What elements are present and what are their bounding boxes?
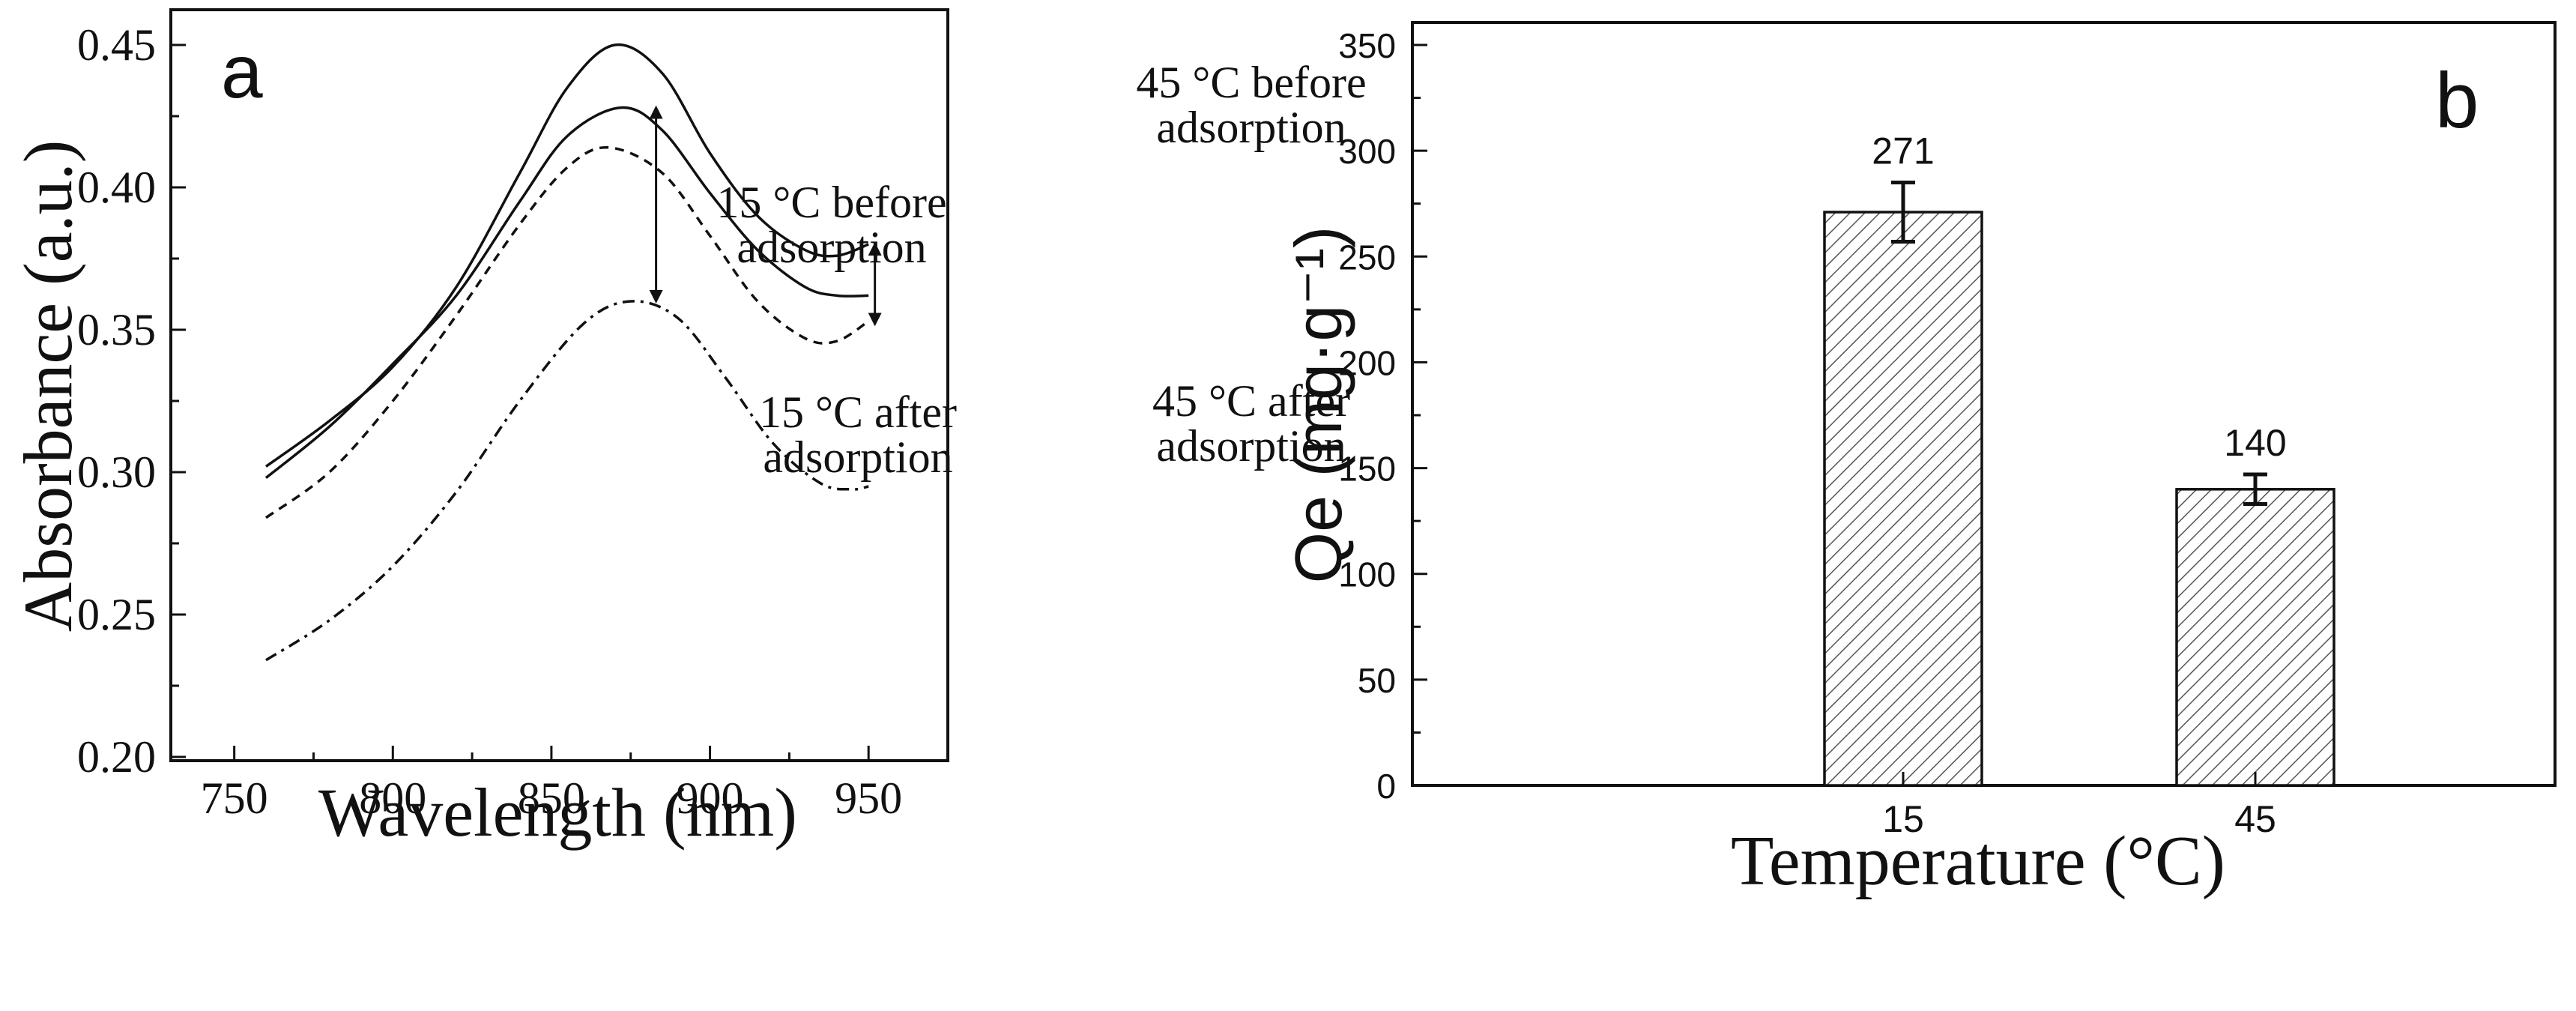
a-y-tick-label: 0.25	[77, 590, 156, 639]
panel-b-label: b	[2435, 57, 2479, 145]
b-x-tick-label-45: 45	[2234, 798, 2276, 840]
a-x-tick-label: 950	[835, 773, 902, 823]
b-y-tick-label: 150	[1338, 450, 1396, 489]
annotation-15c-before-line1: 15 °C before	[716, 178, 946, 227]
annotation-45c-before-line2: adsorption	[1156, 103, 1346, 152]
annotation-15c-after-line1: 15 °C after	[759, 387, 957, 437]
panel-b-x-axis-label: Temperature (°C)	[1731, 822, 2225, 900]
b-y-tick-label: 200	[1338, 343, 1396, 382]
panel-a-series-group	[264, 43, 870, 662]
annotation-15c-after-line2: adsorption	[763, 432, 952, 482]
b-y-tick-label: 50	[1358, 661, 1396, 700]
panel-a-arrows	[649, 105, 882, 327]
annotation-45c-after-line2: adsorption	[1156, 421, 1346, 471]
panel-a-x-axis-label: Wavelength (nm)	[318, 774, 797, 851]
panel-a: 0.20 0.25 0.30 0.35 0.40 0.45 750 800 850 900 950…	[10, 8, 1367, 851]
panel-a-plot-frame	[169, 8, 949, 762]
a-x-tick-label: 900	[677, 773, 744, 823]
panel-b-y-axis-label: Qe (mg·g⁻¹)	[1281, 226, 1355, 584]
annotation-15c-before-line2: adsorption	[737, 223, 926, 272]
b-bar-45	[2175, 488, 2335, 787]
b-x-tick-label-15: 15	[1882, 798, 1924, 840]
panel-b-bars-group: 271 15 140 45	[1823, 130, 2335, 840]
a-x-tick-label: 800	[359, 773, 426, 823]
annotation-45c-before-line1: 45 °C before	[1136, 58, 1366, 107]
a-y-tick-label: 0.35	[77, 305, 156, 354]
a-series-line-2	[264, 106, 869, 479]
a-x-tick-label: 750	[201, 773, 268, 823]
a-series-line-4	[265, 300, 869, 662]
a-x-tick-label: 850	[518, 773, 585, 823]
panel-a-label: a	[221, 30, 263, 114]
a-y-tick-label: 0.30	[77, 447, 156, 497]
b-y-tick-label: 300	[1338, 132, 1396, 171]
a-series-line-3	[264, 146, 870, 519]
annotation-45c-after-line1: 45 °C after	[1152, 376, 1350, 426]
a-y-tick-label: 0.45	[77, 20, 156, 70]
a-y-tick-label: 0.20	[77, 732, 156, 782]
b-y-tick-label: 250	[1338, 238, 1396, 277]
panel-b-y-ticks: 0 50 100 150 200 250 300 350	[1338, 26, 1427, 806]
panel-a-x-ticks: 750 800 850 900 950	[201, 746, 902, 823]
b-value-label-15: 271	[1872, 130, 1934, 172]
panel-a-y-axis-label: Absorbance (a.u.)	[10, 140, 86, 633]
b-bar-15	[1823, 211, 1983, 787]
b-y-tick-label: 350	[1338, 26, 1396, 65]
a-series-line-1	[264, 43, 869, 468]
b-y-tick-label: 0	[1376, 767, 1396, 806]
panel-b: 0 50 100 150 200 250 300 350 271 15 140 45 b Tempe…	[1281, 21, 2557, 900]
a-y-tick-label: 0.40	[77, 163, 156, 212]
b-value-label-45: 140	[2224, 422, 2286, 464]
panel-b-plot-frame	[1411, 21, 2557, 787]
b-y-tick-label: 100	[1338, 555, 1396, 594]
panel-a-y-ticks: 0.20 0.25 0.30 0.35 0.40 0.45	[77, 20, 186, 782]
